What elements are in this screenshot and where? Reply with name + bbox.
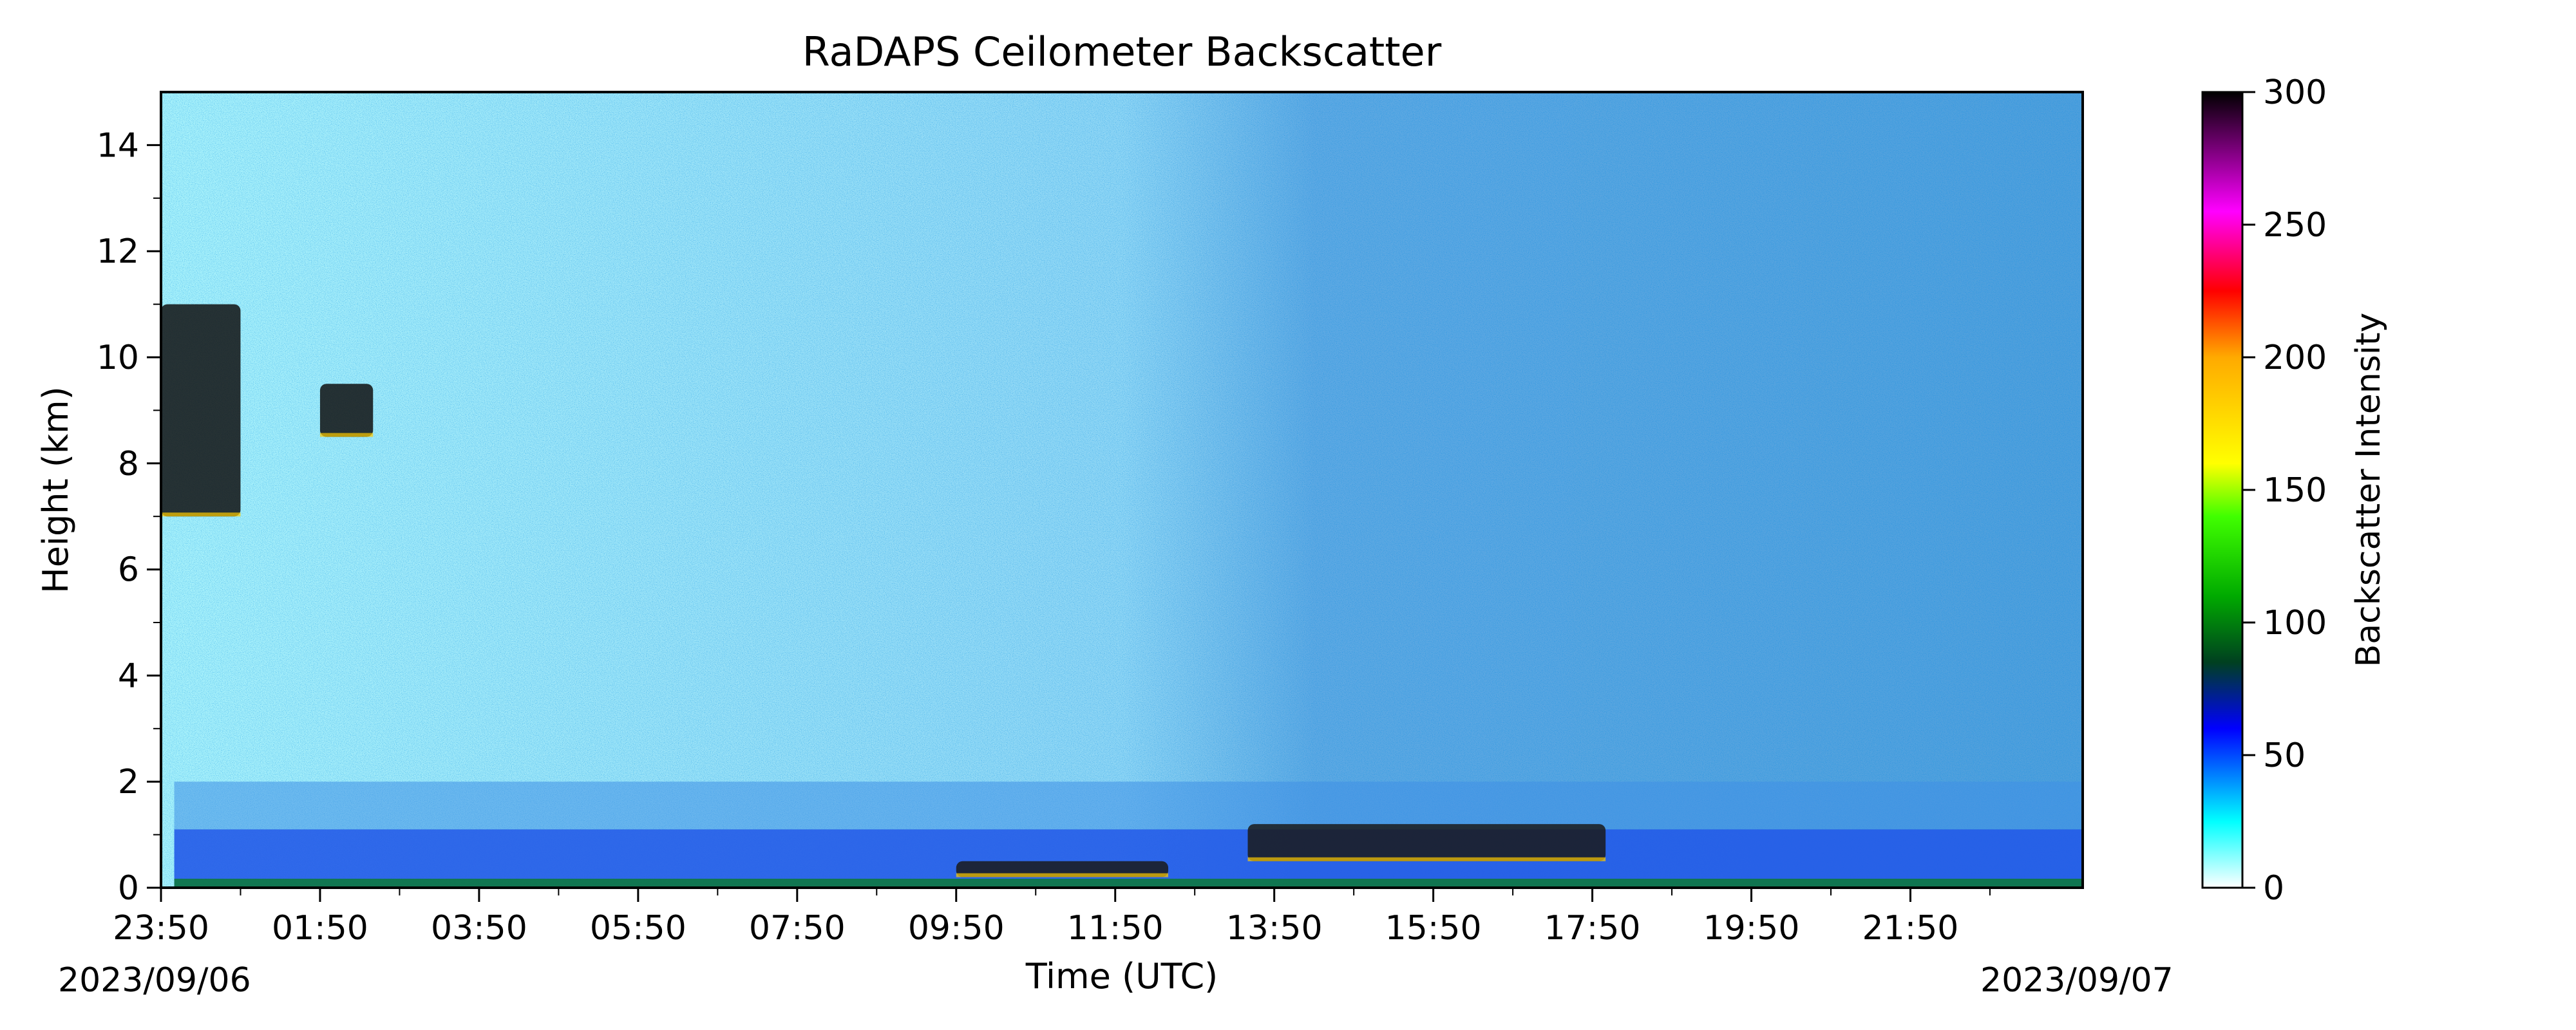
x-tick-label: 15:50 [1385,909,1482,948]
feature-high-cloud-edge [161,512,241,517]
y-tick-label: 2 [118,763,139,801]
feature-high-cloud [161,304,241,517]
y-axis: 0 2 4 6 8 10 12 14 [97,126,161,908]
x-tick-label: 05:50 [590,909,687,948]
colorbar-tick-label: 150 [2263,471,2327,510]
x-tick-label: 13:50 [1226,909,1323,948]
x-tick-label: 01:50 [272,909,368,948]
plot-area [161,92,2083,888]
y-tick-label: 14 [97,126,139,165]
colorbar: 0 50 100 150 200 250 300 Backscatter Intensity [2201,73,2388,908]
x-axis-label: Time (UTC) [1025,956,1218,997]
y-tick-label: 6 [118,551,139,590]
colorbar-label: Backscatter Intensity [2349,313,2388,668]
y-tick-label: 0 [118,869,139,908]
x-start-date: 2023/09/06 [58,961,251,1000]
x-tick-label: 03:50 [431,909,527,948]
y-axis-label: Height (km) [35,386,76,594]
y-tick-label: 8 [118,445,139,483]
x-axis: 23:50 01:50 03:50 05:50 07:50 09:50 11:50 13:50… [113,888,1991,948]
plot-frame [160,91,2084,889]
x-tick-label: 17:50 [1544,909,1641,948]
colorbar-tick-label: 0 [2263,869,2284,908]
y-tick-label: 10 [97,339,139,377]
x-tick-label: 11:50 [1067,909,1164,948]
y-tick-label: 12 [97,232,139,271]
x-end-date: 2023/09/07 [1980,961,2174,1000]
x-tick-label: 19:50 [1703,909,1800,948]
y-tick-label: 4 [118,657,139,695]
colorbar-gradient [2201,91,2244,889]
x-tick-label: 07:50 [749,909,846,948]
colorbar-tick-label: 50 [2263,736,2306,775]
colorbar-tick-label: 100 [2263,604,2327,642]
x-tick-label: 23:50 [113,909,209,948]
feature-surface-band [174,879,2083,888]
feature-high-cloud-edge [319,433,374,437]
chart-title: RaDAPS Ceilometer Backscatter [802,28,1442,75]
feature-low-cloud-edge [956,873,1169,877]
cloud-features [161,304,2083,888]
x-tick-label: 09:50 [908,909,1005,948]
feature-low-cloud-edge [1247,857,1606,861]
feature-low-cloud [956,861,1169,877]
feature-high-cloud [319,384,374,437]
noise-texture [161,92,2083,888]
colorbar-tick-label: 250 [2263,206,2327,245]
x-tick-label: 21:50 [1862,909,1959,948]
colorbar-ticks: 0 50 100 150 200 250 300 [2242,73,2327,908]
feature-low-cloud [1247,824,1606,861]
colorbar-tick-label: 300 [2263,73,2327,112]
colorbar-tick-label: 200 [2263,339,2327,377]
feature-boundary-layer-core [174,829,2083,888]
